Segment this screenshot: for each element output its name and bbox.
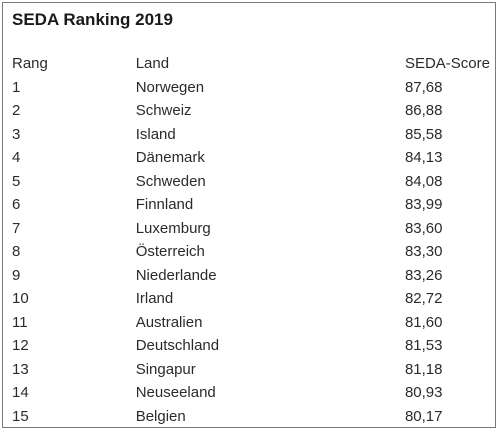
- score-cell: 83,60: [404, 219, 443, 237]
- table-body: 1 Norwegen 87,68 2 Schweiz 86,88 3 Islan…: [12, 76, 490, 429]
- column-header-score: SEDA-Score: [404, 55, 490, 72]
- country-cell: Dänemark: [135, 149, 205, 166]
- column-header-country: Land: [135, 55, 170, 72]
- score-cell: 86,88: [404, 102, 443, 119]
- table-row: 14 Neuseeland 80,93: [12, 381, 490, 405]
- country-cell: Niederlande: [135, 266, 217, 284]
- country-cell: Norwegen: [135, 78, 205, 96]
- score-cell: 81,18: [404, 360, 443, 378]
- ranking-table: Rang Land SEDA-Score 1 Norwegen 87,68 2 …: [12, 52, 490, 428]
- table-row: 10 Irland 82,72: [12, 287, 490, 311]
- rank-cell: 5: [12, 172, 21, 190]
- table-row: 8 Österreich 83,30: [12, 240, 490, 264]
- table-row: 9 Niederlande 83,26: [12, 264, 490, 288]
- country-cell: Singapur: [135, 360, 196, 378]
- score-cell: 83,99: [404, 196, 443, 213]
- table-row: 13 Singapur 81,18: [12, 358, 490, 382]
- table-row: 4 Dänemark 84,13: [12, 146, 490, 170]
- score-cell: 81,53: [404, 337, 443, 354]
- table-row: 12 Deutschland 81,53: [12, 334, 490, 358]
- country-cell: Österreich: [135, 243, 205, 260]
- country-cell: Finnland: [135, 196, 194, 213]
- ranking-card: SEDA Ranking 2019 Rang Land SEDA-Score 1…: [2, 2, 496, 428]
- rank-cell: 13: [12, 360, 29, 378]
- table-row: 15 Belgien 80,17: [12, 405, 490, 429]
- table-row: 11 Australien 81,60: [12, 311, 490, 335]
- table-row: 3 Island 85,58: [12, 123, 490, 147]
- page-title: SEDA Ranking 2019: [12, 10, 173, 29]
- country-cell: Luxemburg: [135, 219, 211, 237]
- score-cell: 85,58: [404, 125, 443, 143]
- rank-cell: 9: [12, 266, 21, 284]
- country-cell: Deutschland: [135, 337, 220, 354]
- rank-cell: 12: [12, 337, 29, 354]
- score-cell: 83,26: [404, 266, 443, 284]
- rank-cell: 1: [12, 78, 21, 96]
- table-row: 5 Schweden 84,08: [12, 170, 490, 194]
- score-cell: 80,93: [404, 384, 443, 401]
- country-cell: Schweden: [135, 172, 206, 190]
- country-cell: Australien: [135, 313, 203, 331]
- country-cell: Schweiz: [135, 102, 192, 119]
- column-header-rank: Rang: [12, 55, 48, 72]
- header-row: Rang Land SEDA-Score: [12, 52, 490, 76]
- score-cell: 84,08: [404, 172, 443, 190]
- rank-cell: 4: [12, 149, 21, 166]
- rank-cell: 6: [12, 196, 21, 213]
- rank-cell: 2: [12, 102, 21, 119]
- score-cell: 81,60: [404, 313, 443, 331]
- country-cell: Belgien: [135, 407, 186, 425]
- table-row: 2 Schweiz 86,88: [12, 99, 490, 123]
- country-cell: Neuseeland: [135, 384, 216, 401]
- score-cell: 84,13: [404, 149, 443, 166]
- rank-cell: 7: [12, 219, 21, 237]
- score-cell: 87,68: [404, 78, 443, 96]
- rank-cell: 11: [12, 313, 28, 331]
- score-cell: 80,17: [404, 407, 443, 425]
- score-cell: 82,72: [404, 290, 443, 307]
- country-cell: Irland: [135, 290, 174, 307]
- rank-cell: 14: [12, 384, 29, 401]
- table-row: 6 Finnland 83,99: [12, 193, 490, 217]
- country-cell: Island: [135, 125, 176, 143]
- rank-cell: 15: [12, 407, 29, 425]
- rank-cell: 8: [12, 243, 21, 260]
- table-row: 7 Luxemburg 83,60: [12, 217, 490, 241]
- table-header: Rang Land SEDA-Score: [12, 52, 490, 76]
- table-row: 1 Norwegen 87,68: [12, 76, 490, 100]
- score-cell: 83,30: [404, 243, 443, 260]
- rank-cell: 3: [12, 125, 21, 143]
- rank-cell: 10: [12, 290, 29, 307]
